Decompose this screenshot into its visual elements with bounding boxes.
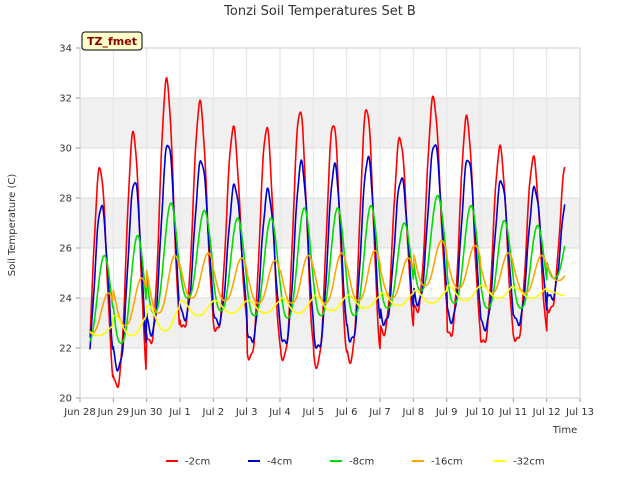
x-tick-label: Jun 29 — [97, 407, 130, 418]
y-tick-label: 24 — [59, 294, 72, 305]
x-tick-label: Jul 1 — [168, 407, 191, 418]
x-tick-label: Jul 10 — [465, 407, 494, 418]
legend-label: -16cm — [431, 457, 463, 468]
station-badge-box — [81, 31, 143, 51]
y-tick-label: 32 — [59, 94, 72, 105]
station-badge-label: TZ_fmet — [87, 35, 137, 48]
x-tick-label: Jul 2 — [202, 407, 225, 418]
y-tick-label: 34 — [59, 44, 72, 55]
series-line — [89, 284, 565, 337]
x-tick-label: Jun 28 — [63, 407, 96, 418]
y-tick-label: 20 — [59, 394, 72, 405]
plot-frame — [79, 47, 581, 399]
legend-label: -4cm — [267, 457, 292, 468]
y-tick-label: 22 — [59, 344, 72, 355]
legend-label: -2cm — [185, 457, 210, 468]
x-axis-label: Time — [552, 425, 577, 436]
series-lines — [89, 76, 566, 389]
x-tick-label: Jul 12 — [532, 407, 561, 418]
y-tick-label: 28 — [59, 194, 72, 205]
legend-label: -8cm — [349, 457, 374, 468]
series-line — [89, 194, 566, 344]
y-tick-label: 30 — [59, 144, 72, 155]
series-line — [89, 239, 566, 334]
x-tick-label: Jul 3 — [235, 407, 258, 418]
series-line — [89, 144, 566, 372]
station-badge: TZ_fmet — [81, 31, 143, 51]
x-tick-label: Jun 30 — [130, 407, 163, 418]
y-axis-label: Soil Temperature (C) — [7, 174, 18, 277]
x-tick-label: Jul 4 — [268, 407, 291, 418]
x-tick-label: Jul 5 — [302, 407, 325, 418]
x-tick-label: Jul 7 — [368, 407, 391, 418]
legend: -2cm -4cm -8cm -16cm -32cm — [166, 457, 545, 468]
y-tick-label: 26 — [59, 244, 72, 255]
chart-title: Tonzi Soil Temperatures Set B — [223, 4, 416, 19]
x-tick-label: Jul 11 — [498, 407, 527, 418]
x-tick-label: Jul 13 — [565, 407, 594, 418]
x-tick-label: Jul 6 — [335, 407, 358, 418]
x-tick-label: Jul 9 — [435, 407, 458, 418]
axes: 20 22 24 26 28 30 32 34 Jun 28 Jun 29 Jun 30 Jul 1 J… — [59, 44, 594, 419]
legend-label: -32cm — [513, 457, 545, 468]
series-line — [89, 76, 566, 389]
x-tick-label: Jul 8 — [402, 407, 425, 418]
